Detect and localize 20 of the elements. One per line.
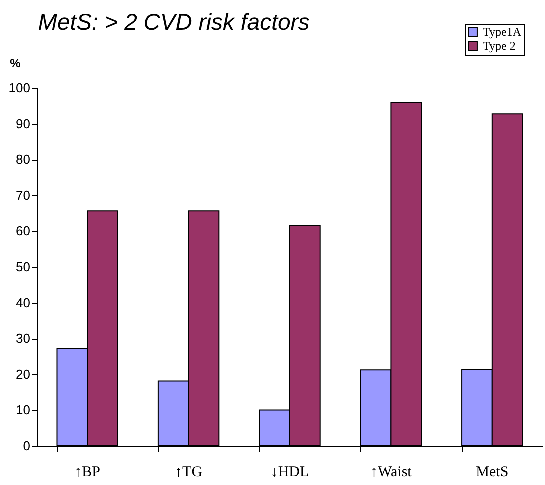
y-tick-label: 70 [16, 188, 30, 203]
legend-label: Type1A [483, 25, 522, 39]
y-tick-label: 10 [16, 402, 30, 418]
chart-title: MetS: > 2 CVD risk factors [38, 9, 310, 35]
x-tick-label: ↑TG [175, 464, 203, 480]
y-tick-label: 60 [16, 224, 30, 239]
y-axis-title: % [10, 56, 22, 70]
x-tick-label: ↑BP [74, 464, 101, 480]
x-tick-label: MetS [476, 464, 509, 480]
y-tick-label: 90 [16, 116, 30, 132]
y-tick-label: 80 [16, 152, 30, 168]
y-tick-label: 30 [16, 331, 30, 346]
y-tick-label: 20 [16, 366, 30, 382]
legend-label: Type 2 [483, 39, 516, 53]
y-tick-label: 100 [8, 80, 30, 96]
y-tick-label: 40 [16, 295, 30, 310]
y-tick-label: 50 [16, 260, 30, 274]
x-tick-label: ↓HDL [270, 464, 310, 480]
y-tick-label: 0 [23, 438, 30, 454]
x-tick-label: ↑Waist [370, 464, 413, 480]
